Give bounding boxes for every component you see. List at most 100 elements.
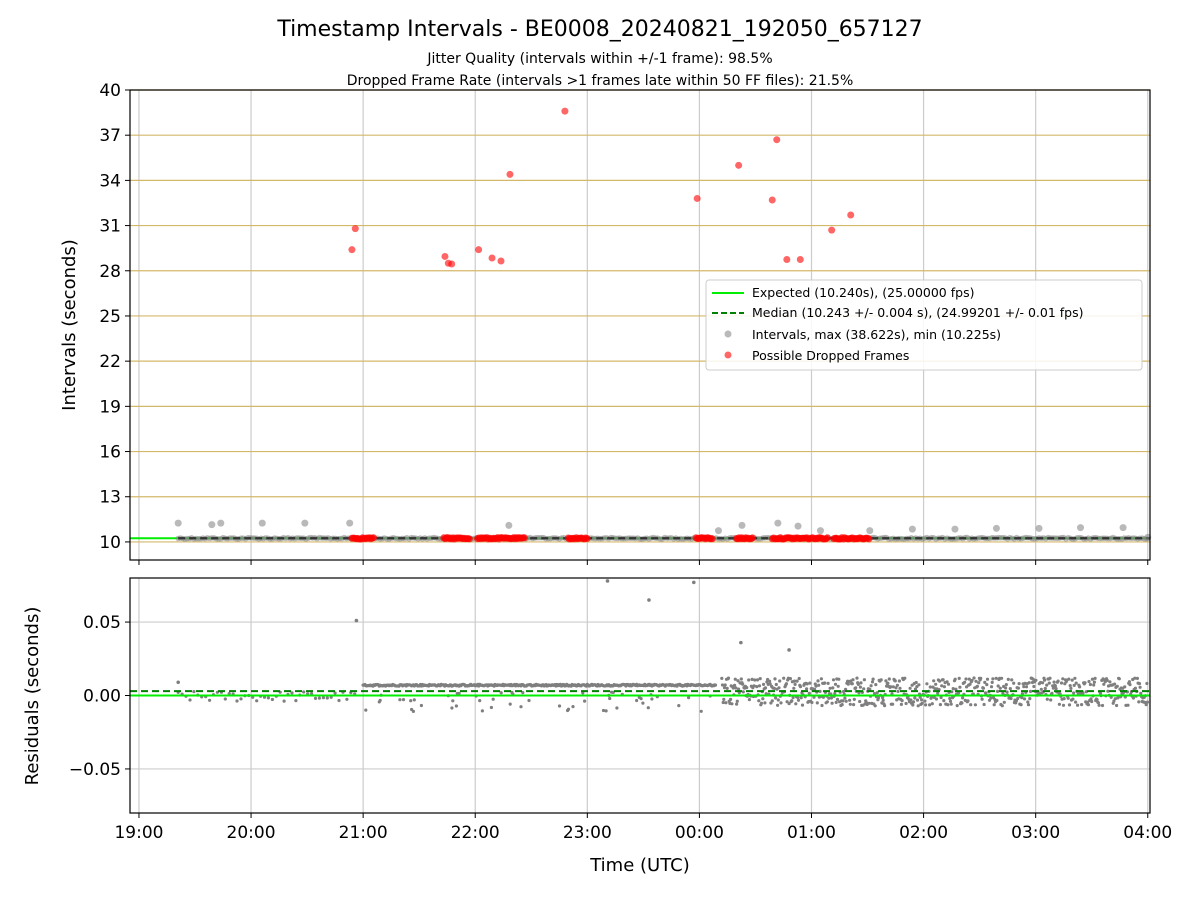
top-grid bbox=[130, 89, 1150, 560]
residual-point bbox=[755, 678, 760, 682]
dropped-frame-point bbox=[735, 161, 743, 169]
dropped-frame-point bbox=[370, 534, 377, 542]
residual-point bbox=[608, 696, 612, 701]
residual-point bbox=[646, 706, 650, 710]
residual-point bbox=[1131, 696, 1135, 700]
residual-point bbox=[784, 682, 789, 686]
residual-point bbox=[1052, 680, 1056, 684]
residual-point bbox=[941, 678, 945, 682]
residual-point bbox=[1034, 678, 1038, 682]
residual-point bbox=[841, 699, 845, 703]
residual-point bbox=[419, 703, 423, 708]
residual-point bbox=[985, 677, 990, 681]
residual-point bbox=[294, 699, 298, 703]
residual-point bbox=[900, 699, 904, 703]
residual-point bbox=[1108, 680, 1112, 684]
residual-point bbox=[317, 696, 321, 700]
residual-point bbox=[964, 677, 968, 681]
residual-point bbox=[903, 676, 907, 680]
residual-point bbox=[1005, 690, 1009, 694]
subtitle-jitter: Jitter Quality (intervals within +/-1 fr… bbox=[426, 51, 772, 67]
residual-point bbox=[725, 686, 729, 691]
residual-point bbox=[758, 677, 762, 681]
residual-point bbox=[378, 698, 382, 703]
interval-outlier-point bbox=[714, 527, 722, 535]
residual-point bbox=[938, 679, 942, 683]
residual-point bbox=[776, 703, 780, 707]
top-ylabel: Intervals (seconds) bbox=[59, 239, 80, 411]
residual-point bbox=[848, 698, 852, 702]
residual-point bbox=[948, 699, 953, 703]
residual-point bbox=[776, 698, 780, 702]
residual-point bbox=[450, 706, 454, 710]
residual-point bbox=[722, 686, 727, 690]
residual-point bbox=[1086, 703, 1090, 707]
residual-point bbox=[1006, 677, 1010, 682]
residual-point bbox=[398, 698, 402, 702]
residual-point bbox=[411, 709, 415, 714]
legend-dropped-swatch bbox=[724, 351, 732, 359]
residual-point bbox=[886, 681, 890, 686]
residual-point bbox=[1092, 680, 1096, 684]
residual-point bbox=[945, 680, 949, 684]
residual-point bbox=[953, 677, 957, 681]
residual-point bbox=[887, 677, 891, 681]
bottom-x-ticks: 19:00 20:00 21:00 22:00 23:00 00:00 01:00 02:00… bbox=[114, 813, 1172, 843]
top-y-tick-label: 40 bbox=[99, 81, 121, 101]
residual-point bbox=[1095, 698, 1099, 702]
residual-point bbox=[958, 685, 962, 689]
residual-point bbox=[724, 701, 728, 705]
residual-point bbox=[763, 701, 767, 705]
residual-point bbox=[856, 682, 860, 687]
interval-outlier-point bbox=[1077, 524, 1085, 532]
dropped-frame-point bbox=[497, 257, 505, 265]
residual-point bbox=[699, 709, 703, 713]
top-panel: 10 13 16 19 22 25 28 31 34 37 40 Intervals (second… bbox=[59, 81, 1152, 565]
interval-outlier-point bbox=[992, 524, 1000, 532]
residual-point bbox=[851, 678, 855, 682]
xlabel: Time (UTC) bbox=[589, 855, 690, 876]
residual-point bbox=[970, 678, 974, 683]
residual-point bbox=[282, 699, 286, 703]
interval-outlier-point bbox=[908, 525, 916, 533]
residual-point bbox=[948, 696, 952, 701]
residual-point bbox=[805, 682, 809, 686]
residual-point bbox=[898, 686, 902, 690]
residual-point bbox=[817, 683, 821, 687]
residual-point bbox=[1008, 687, 1012, 691]
residual-point bbox=[1090, 699, 1094, 704]
residual-point bbox=[752, 684, 756, 688]
residual-point bbox=[843, 696, 847, 700]
residual-point bbox=[792, 679, 797, 683]
x-tick-label: 22:00 bbox=[451, 823, 500, 843]
interval-outlier-point bbox=[1035, 524, 1043, 532]
residual-point bbox=[873, 704, 877, 708]
residual-point bbox=[750, 677, 754, 682]
residual-point bbox=[1045, 697, 1049, 701]
residual-point bbox=[909, 698, 913, 702]
residual-point bbox=[1133, 676, 1137, 680]
residual-point bbox=[869, 684, 873, 688]
residual-point bbox=[1061, 703, 1066, 707]
residual-point bbox=[940, 684, 944, 688]
residual-point bbox=[996, 689, 1000, 694]
residual-point bbox=[722, 697, 726, 702]
top-y-tick-label: 16 bbox=[99, 443, 121, 463]
interval-outlier-point bbox=[1119, 524, 1127, 532]
residual-point bbox=[772, 686, 776, 691]
residual-point bbox=[650, 697, 654, 701]
residual-point bbox=[814, 684, 818, 688]
residual-point bbox=[932, 679, 936, 683]
residual-point bbox=[874, 683, 878, 687]
residual-point bbox=[1039, 687, 1043, 691]
top-x-ticks bbox=[138, 560, 1149, 565]
residual-point bbox=[730, 702, 734, 706]
residual-point bbox=[1102, 682, 1106, 686]
dropped-frame-point bbox=[506, 170, 514, 178]
residual-point bbox=[994, 676, 998, 680]
residual-point bbox=[831, 686, 835, 690]
residual-point bbox=[908, 686, 912, 690]
residual-point bbox=[1066, 696, 1070, 700]
residual-point bbox=[1135, 676, 1139, 681]
residual-point bbox=[729, 697, 733, 702]
